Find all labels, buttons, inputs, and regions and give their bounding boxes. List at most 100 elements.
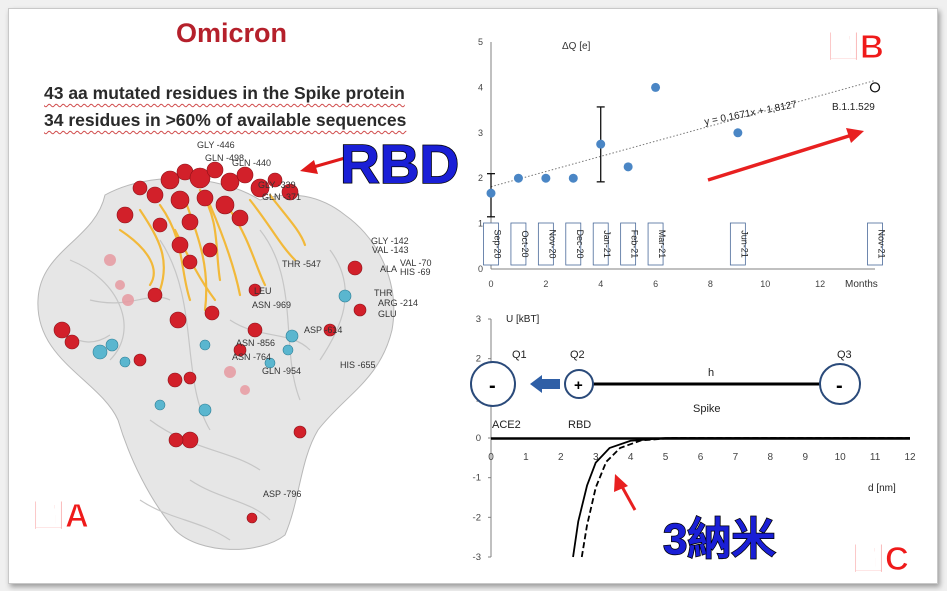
- y-tick-label: 3: [478, 128, 483, 138]
- x-tick-label: 0: [488, 279, 493, 289]
- month-box: [620, 222, 637, 266]
- x-tick-label: 7: [733, 452, 739, 463]
- x-tick-label: 10: [760, 279, 770, 289]
- month-label: Nov-20: [547, 229, 557, 258]
- binding-arrow: [530, 375, 560, 393]
- x-tick-label: 4: [598, 279, 603, 289]
- residue-label: GLY -142: [371, 236, 409, 246]
- y-tick-label: 5: [478, 37, 483, 47]
- x-tick-label: 1: [523, 452, 529, 463]
- residue-label: VAL -70: [400, 258, 432, 268]
- y-tick-label: 3: [476, 314, 481, 325]
- month-box: [729, 222, 746, 266]
- panel-c-label: 圖C: [852, 540, 910, 578]
- month-box: [867, 222, 883, 266]
- minus-sign: -: [489, 375, 496, 397]
- spike-label: Spike: [693, 403, 721, 415]
- residue-label: ASN -969: [252, 300, 292, 310]
- month-label: Jan-21: [602, 230, 612, 258]
- x-tick-label: 12: [904, 452, 916, 463]
- y-tick-label: 2: [476, 354, 481, 365]
- x-tick-label: 8: [708, 279, 713, 289]
- residue-label: ARG -214: [378, 298, 419, 308]
- month-label: Sep-20: [493, 229, 503, 258]
- data-point: [486, 188, 496, 198]
- rbd-label: RBD: [568, 419, 591, 431]
- residue-label: GLY -339: [258, 180, 296, 190]
- residue-label: VAL -143: [372, 245, 409, 255]
- residue-label: THR: [374, 288, 393, 298]
- y-tick-label: 1: [478, 219, 483, 229]
- x-tick-label: 2: [558, 452, 564, 463]
- trend-equation: y = 0,1671x + 1,8127: [703, 99, 798, 128]
- data-point: [651, 82, 661, 92]
- trend-arrow: [707, 133, 853, 182]
- month-label: Dec-20: [575, 229, 585, 258]
- trendline: [490, 80, 876, 188]
- ace2-label: ACE2: [492, 419, 521, 431]
- residue-label: THR -547: [282, 259, 322, 269]
- rbd-charge: [564, 369, 594, 399]
- omicron-title: Omicron: [176, 18, 288, 48]
- potential-curve-dashed: [580, 437, 910, 558]
- month-box: [537, 222, 554, 266]
- variant-point: [869, 82, 881, 93]
- residue-label: GLN -498: [205, 153, 245, 163]
- residue-label: GLU: [378, 309, 397, 319]
- q1-label: Q1: [512, 349, 527, 361]
- y-tick-label: -2: [473, 512, 481, 523]
- y-tick-label: 0: [476, 433, 481, 444]
- month-box: [647, 222, 664, 266]
- x-tick-label: 5: [663, 452, 669, 463]
- month-label: Oct-20: [520, 230, 530, 257]
- spike-protein-illustration: [37, 156, 395, 550]
- month-label: Nov-21: [877, 229, 887, 258]
- residue-label: HIS -655: [340, 360, 376, 370]
- rbd-label: RBD: [339, 132, 460, 196]
- spike-charge: [819, 363, 861, 405]
- x-tick-label: 3: [593, 452, 599, 463]
- residue-label: ASN -856: [236, 338, 276, 348]
- x-axis-label: Months: [845, 279, 878, 290]
- month-box: [592, 222, 609, 266]
- plus-sign: +: [574, 377, 583, 394]
- residue-label: ALA: [380, 264, 398, 274]
- y-tick-label: 2: [478, 173, 483, 183]
- y-tick-label: -3: [473, 552, 481, 563]
- residue-label: HIS -69: [400, 267, 431, 277]
- data-point: [541, 173, 551, 183]
- data-point: [568, 173, 578, 183]
- month-box: [483, 222, 499, 266]
- residue-label: ASP -614: [304, 325, 343, 335]
- x-tick-label: 10: [835, 452, 847, 463]
- residue-label: ASN -764: [232, 352, 272, 362]
- h-label: h: [708, 367, 714, 379]
- x-tick-label: 0: [488, 452, 494, 463]
- nm-label: 3納米: [662, 514, 776, 565]
- pointer-arrowhead: [614, 474, 628, 492]
- residue-label: GLN -440: [232, 158, 272, 168]
- x-tick-label: 8: [768, 452, 774, 463]
- y-tick-label: 4: [478, 82, 483, 92]
- y-tick-label: -1: [473, 473, 481, 484]
- q3-label: Q3: [837, 349, 852, 361]
- y-tick-label: 0: [478, 264, 483, 274]
- x-tick-label: 12: [815, 279, 825, 289]
- month-box: [510, 222, 527, 266]
- panel-b-label: 圖B: [827, 28, 885, 66]
- x-tick-label: 11: [870, 452, 881, 463]
- month-label: Mar-21: [657, 230, 667, 259]
- x-tick-label: 9: [802, 452, 808, 463]
- month-label: Feb-21: [630, 230, 640, 259]
- ace2-charge: [470, 361, 516, 407]
- residue-label: ASP -796: [263, 489, 302, 499]
- variant-label: B.1.1.529: [832, 102, 875, 113]
- residue-label: GLN -954: [262, 366, 302, 376]
- minus-sign: -: [836, 375, 843, 397]
- data-point: [623, 162, 633, 172]
- x-tick-label: 6: [698, 452, 704, 463]
- trend-arrowhead: [846, 128, 864, 143]
- x-tick-label: 6: [653, 279, 658, 289]
